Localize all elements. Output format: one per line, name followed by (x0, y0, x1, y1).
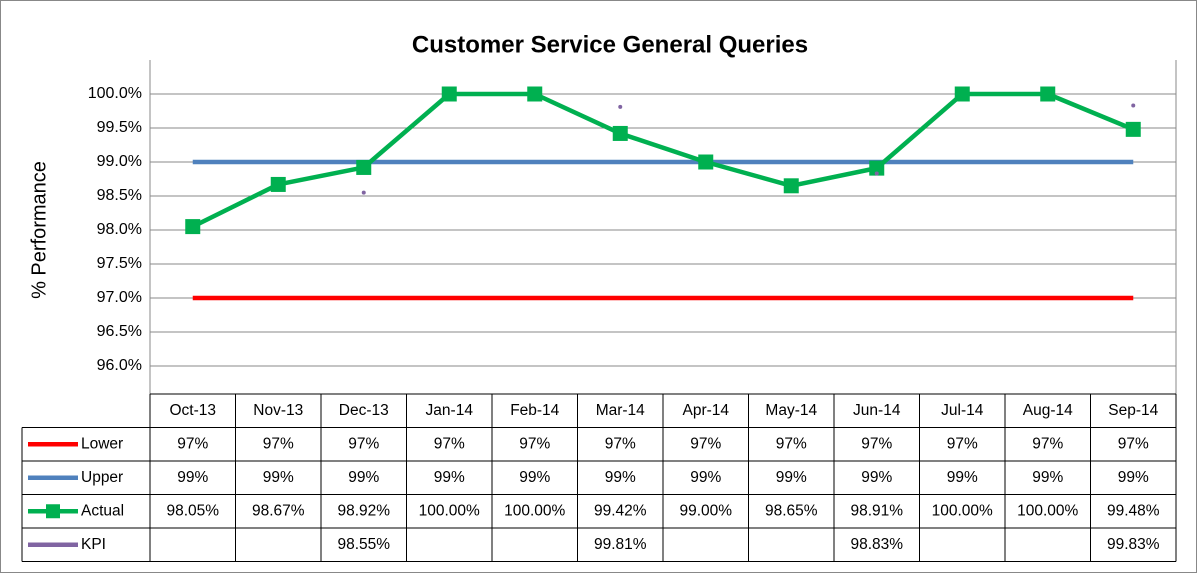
table-value: 99% (1118, 469, 1149, 486)
table-value: 98.67% (252, 502, 305, 519)
table-value: 99% (1032, 469, 1063, 486)
x-tick-label: Jun-14 (853, 402, 901, 419)
y-tick-label: 100.0% (88, 85, 142, 102)
series-marker (954, 86, 970, 102)
table-value: 98.91% (850, 502, 903, 519)
legend-label: Lower (81, 435, 123, 452)
x-tick-label: May-14 (765, 402, 817, 419)
series-point (361, 190, 366, 195)
table-value: 98.55% (337, 536, 390, 553)
y-axis-label: % Performance (28, 161, 50, 299)
table-value: 100.00% (1017, 502, 1078, 519)
table-value: 99.48% (1107, 502, 1160, 519)
series-point (1131, 103, 1136, 108)
table-value: 99% (177, 469, 208, 486)
table-value: 99.42% (594, 502, 647, 519)
series-marker (783, 178, 799, 194)
table-value: 98.83% (850, 536, 903, 553)
y-tick-label: 98.5% (97, 187, 142, 204)
series-marker (441, 86, 457, 102)
table-value: 97% (861, 435, 892, 452)
x-tick-label: Sep-14 (1108, 402, 1158, 419)
table-value: 97% (519, 435, 550, 452)
table-value: 100.00% (932, 502, 993, 519)
table-value: 97% (690, 435, 721, 452)
series-marker (270, 176, 286, 192)
table-value: 99% (947, 469, 978, 486)
legend-label: Actual (81, 502, 124, 519)
x-tick-label: Jan-14 (426, 402, 474, 419)
table-value: 99.83% (1107, 536, 1160, 553)
series-marker (869, 160, 885, 176)
x-tick-label: Aug-14 (1023, 402, 1073, 419)
x-tick-label: Feb-14 (510, 402, 559, 419)
table-value: 97% (1032, 435, 1063, 452)
table-value: 97% (434, 435, 465, 452)
y-tick-label: 99.5% (97, 119, 142, 136)
table-value: 99.81% (594, 536, 647, 553)
series-marker (356, 159, 372, 175)
table-value: 99% (776, 469, 807, 486)
y-tick-label: 99.0% (97, 153, 142, 170)
table-value: 97% (776, 435, 807, 452)
table-value: 99% (690, 469, 721, 486)
table-value: 97% (177, 435, 208, 452)
legend-key-marker (46, 504, 60, 519)
table-value: 99% (861, 469, 892, 486)
legend-label: Upper (81, 469, 123, 486)
y-tick-label: 97.0% (97, 289, 142, 306)
series-marker (1040, 86, 1056, 102)
y-tick-label: 96.5% (97, 323, 142, 340)
y-tick-label: 97.5% (97, 255, 142, 272)
series-marker (1125, 121, 1141, 137)
x-tick-label: Apr-14 (682, 402, 729, 419)
table-value: 97% (947, 435, 978, 452)
series-point (618, 104, 623, 109)
x-tick-label: Jul-14 (941, 402, 984, 419)
series-marker (698, 154, 714, 170)
table-value: 98.65% (765, 502, 818, 519)
y-tick-label: 96.0% (97, 357, 142, 374)
series-marker (185, 219, 201, 235)
table-value: 97% (263, 435, 294, 452)
table-value: 99% (263, 469, 294, 486)
legend-label: KPI (81, 536, 106, 553)
series-marker (527, 86, 543, 102)
x-tick-label: Oct-13 (169, 402, 216, 419)
chart-title: Customer Service General Queries (412, 31, 808, 58)
series-line (191, 91, 1135, 229)
table-value: 97% (1118, 435, 1149, 452)
table-value: 99.00% (679, 502, 732, 519)
table-value: 99% (348, 469, 379, 486)
table-value: 98.05% (166, 502, 219, 519)
series-point (874, 171, 879, 176)
table-value: 100.00% (504, 502, 565, 519)
table-value: 98.92% (337, 502, 390, 519)
table-value: 100.00% (419, 502, 480, 519)
table-value: 99% (519, 469, 550, 486)
table-value: 99% (605, 469, 636, 486)
series-marker (612, 125, 628, 141)
y-tick-label: 98.0% (97, 221, 142, 238)
table-value: 99% (434, 469, 465, 486)
x-tick-label: Mar-14 (596, 402, 645, 419)
table-value: 97% (348, 435, 379, 452)
x-tick-label: Nov-13 (253, 402, 303, 419)
table-value: 97% (605, 435, 636, 452)
x-tick-label: Dec-13 (339, 402, 389, 419)
